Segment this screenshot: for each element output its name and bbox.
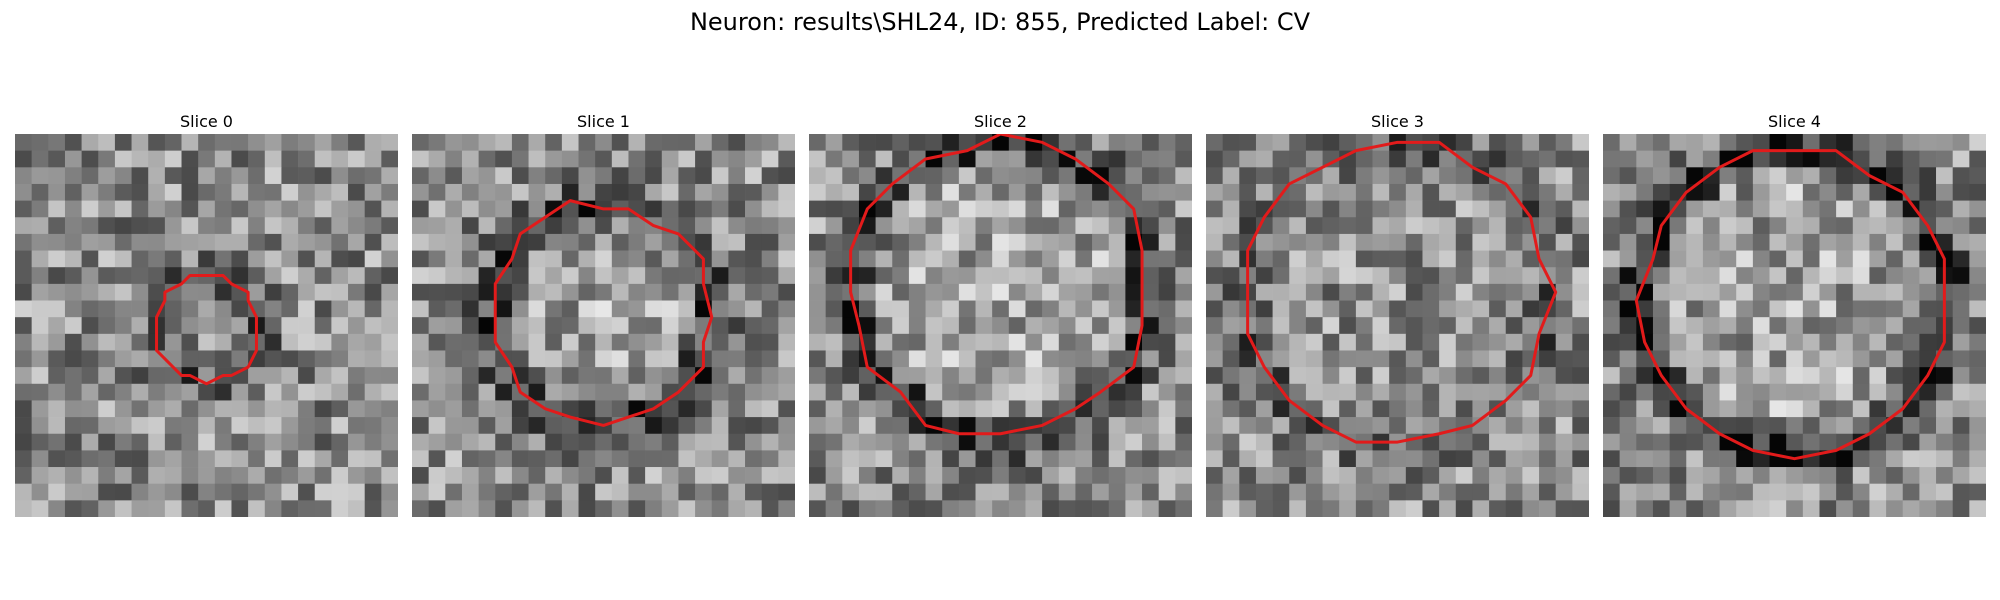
slice-panel-3: Slice 3 xyxy=(1206,110,1589,517)
pixel-grid xyxy=(15,134,398,517)
segmentation-contour xyxy=(155,274,258,386)
slice-image-2 xyxy=(809,134,1192,517)
pixel-grid xyxy=(809,134,1192,517)
slice-title-4: Slice 4 xyxy=(1768,112,1821,131)
slice-image-4 xyxy=(1603,134,1986,517)
slice-image-3 xyxy=(1206,134,1589,517)
figure-title: Neuron: results\SHL24, ID: 855, Predicte… xyxy=(689,8,1311,36)
slice-panel-2: Slice 2 xyxy=(809,110,1192,517)
pixel-grid xyxy=(1603,134,1986,517)
slice-title-1: Slice 1 xyxy=(577,112,630,131)
segmentation-contour xyxy=(1246,140,1558,444)
slice-panel-0: Slice 0 xyxy=(15,110,398,517)
segmentation-contour xyxy=(493,199,714,427)
pixel-grid xyxy=(412,134,795,517)
segmentation-contour xyxy=(849,134,1144,436)
segmentation-contour xyxy=(1634,149,1946,461)
slice-image-1 xyxy=(412,134,795,517)
slice-title-0: Slice 0 xyxy=(180,112,233,131)
pixel-grid xyxy=(1206,134,1589,517)
slice-title-3: Slice 3 xyxy=(1371,112,1424,131)
slice-panel-1: Slice 1 xyxy=(412,110,795,517)
slice-panel-4: Slice 4 xyxy=(1603,110,1986,517)
slice-image-0 xyxy=(15,134,398,517)
slice-title-2: Slice 2 xyxy=(974,112,1027,131)
